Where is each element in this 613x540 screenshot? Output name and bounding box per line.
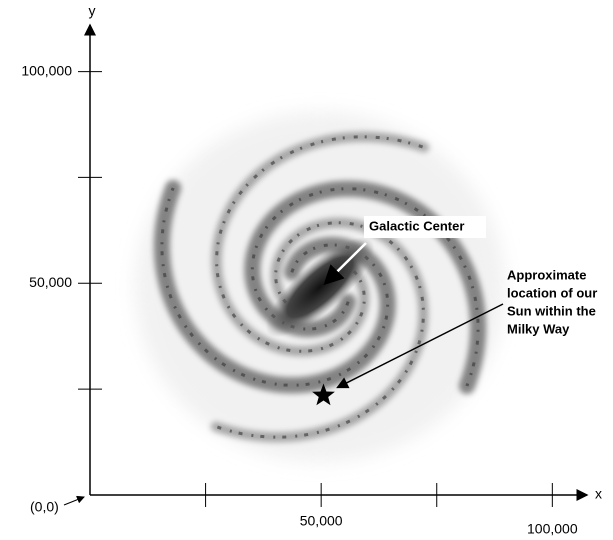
spiral-arm xyxy=(211,131,430,357)
x-tick-label: 50,000 xyxy=(300,513,343,529)
spiral-arm xyxy=(153,180,396,394)
x-axis-label: x xyxy=(595,486,602,502)
x-tick-label: 100,000 xyxy=(527,521,578,537)
galaxy-image xyxy=(135,112,505,462)
sun-arrow xyxy=(336,303,504,389)
annotations: Galactic Center Approximate location of ou… xyxy=(312,216,597,406)
axes: x y (0,0) 50,000 100,000 50,000 100,000 xyxy=(21,3,602,537)
sun-label-line: Sun within the xyxy=(507,303,596,318)
y-axis-label: y xyxy=(89,3,96,19)
y-tick-label: 50,000 xyxy=(29,274,72,290)
galactic-center-arrow xyxy=(323,242,367,286)
galactic-center-label: Galactic Center xyxy=(369,218,464,233)
y-tick-label: 100,000 xyxy=(21,62,72,78)
origin-label: (0,0) xyxy=(30,499,59,515)
label-background xyxy=(364,216,486,238)
spiral-arm xyxy=(210,217,429,443)
sun-label-line: Milky Way xyxy=(507,321,570,336)
origin-arrow xyxy=(63,495,85,506)
sun-label-line: location of our xyxy=(507,285,597,300)
sun-label-line: Approximate xyxy=(507,267,586,282)
sun-marker xyxy=(312,383,335,406)
